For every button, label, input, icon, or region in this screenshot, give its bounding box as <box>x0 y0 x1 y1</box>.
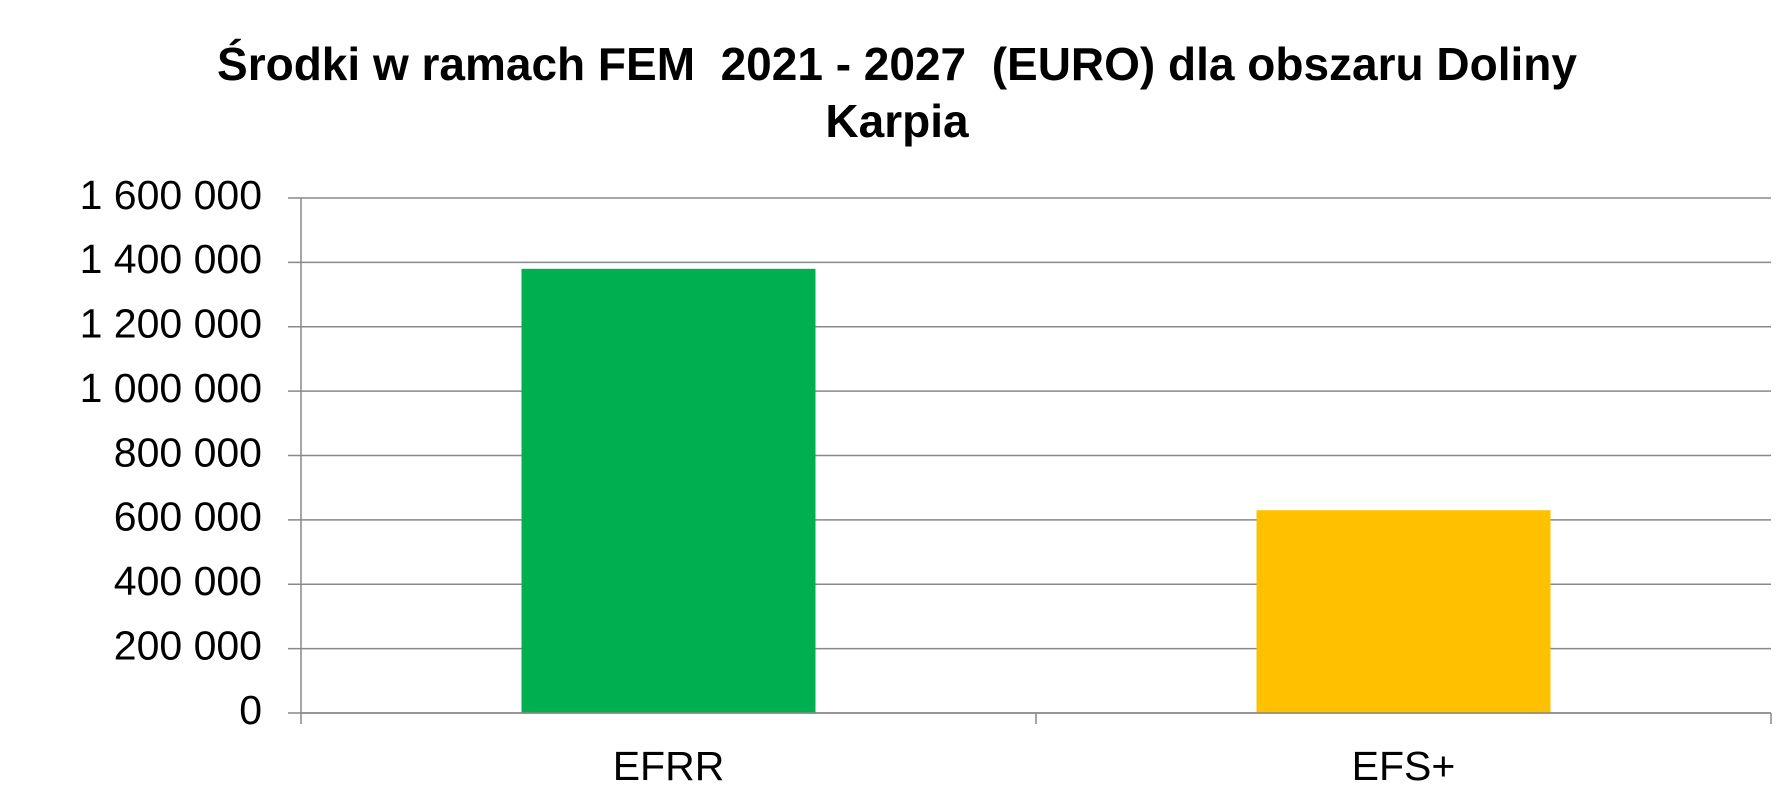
y-tick-label: 1 600 000 <box>80 172 262 218</box>
bar <box>521 268 816 713</box>
y-tick-label: 1 400 000 <box>80 236 262 282</box>
y-tick-label: 400 000 <box>114 558 262 604</box>
x-tick-label: EFS+ <box>1352 743 1456 789</box>
y-tick-label: 200 000 <box>114 622 262 668</box>
y-tick-label: 0 <box>239 687 262 733</box>
y-tick-label: 1 200 000 <box>80 301 262 347</box>
y-tick-label: 800 000 <box>114 429 262 475</box>
y-tick-label: 600 000 <box>114 494 262 540</box>
x-tick-label: EFRR <box>613 743 725 789</box>
y-tick-label: 1 000 000 <box>80 365 262 411</box>
chart-title: Środki w ramach FEM 2021 - 2027 (EURO) d… <box>217 38 1590 147</box>
bar <box>1256 510 1551 713</box>
